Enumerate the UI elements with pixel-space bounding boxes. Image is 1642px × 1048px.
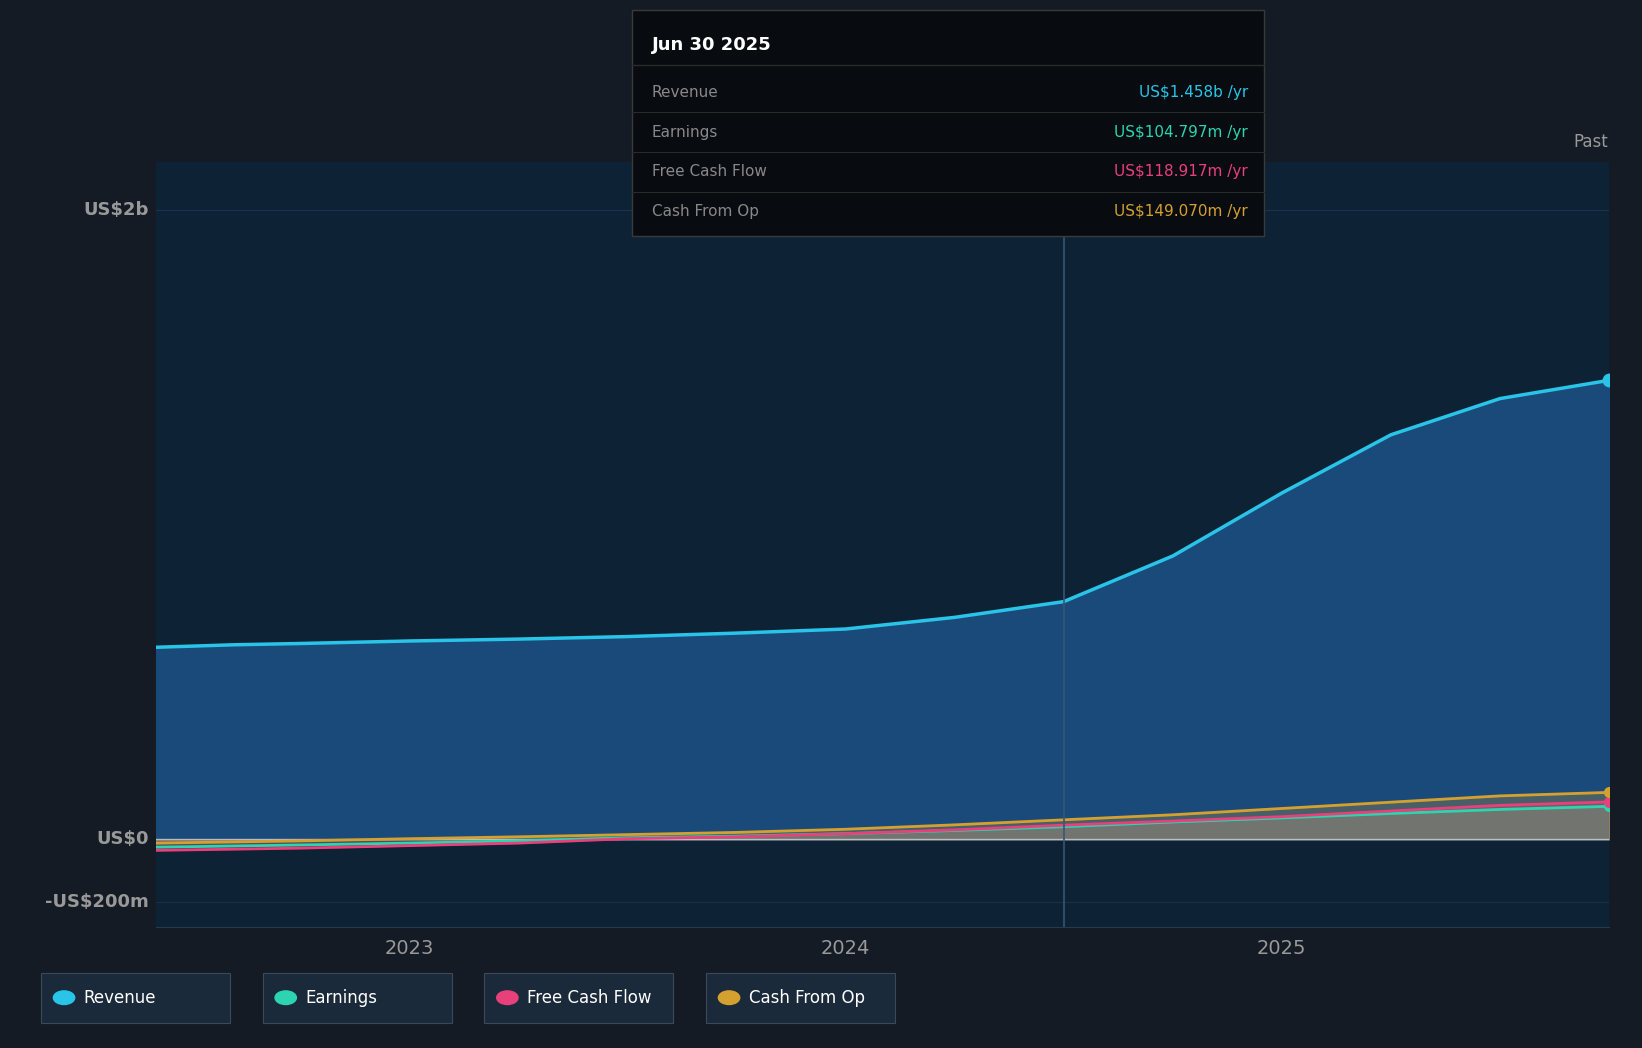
Text: Cash From Op: Cash From Op: [749, 988, 865, 1007]
Text: -US$200m: -US$200m: [44, 893, 149, 912]
Text: Revenue: Revenue: [84, 988, 156, 1007]
Text: Earnings: Earnings: [305, 988, 378, 1007]
Text: US$0: US$0: [97, 830, 149, 848]
Text: Free Cash Flow: Free Cash Flow: [527, 988, 652, 1007]
Text: US$118.917m /yr: US$118.917m /yr: [1115, 165, 1248, 179]
Text: Cash From Op: Cash From Op: [652, 204, 759, 219]
Text: Revenue: Revenue: [652, 85, 719, 100]
Text: US$104.797m /yr: US$104.797m /yr: [1115, 125, 1248, 139]
Text: US$2b: US$2b: [84, 200, 149, 219]
Text: Earnings: Earnings: [652, 125, 718, 139]
Text: US$149.070m /yr: US$149.070m /yr: [1115, 204, 1248, 219]
Text: Jun 30 2025: Jun 30 2025: [652, 36, 772, 54]
Text: Past: Past: [1573, 133, 1608, 151]
Text: US$1.458b /yr: US$1.458b /yr: [1138, 85, 1248, 100]
Text: Free Cash Flow: Free Cash Flow: [652, 165, 767, 179]
